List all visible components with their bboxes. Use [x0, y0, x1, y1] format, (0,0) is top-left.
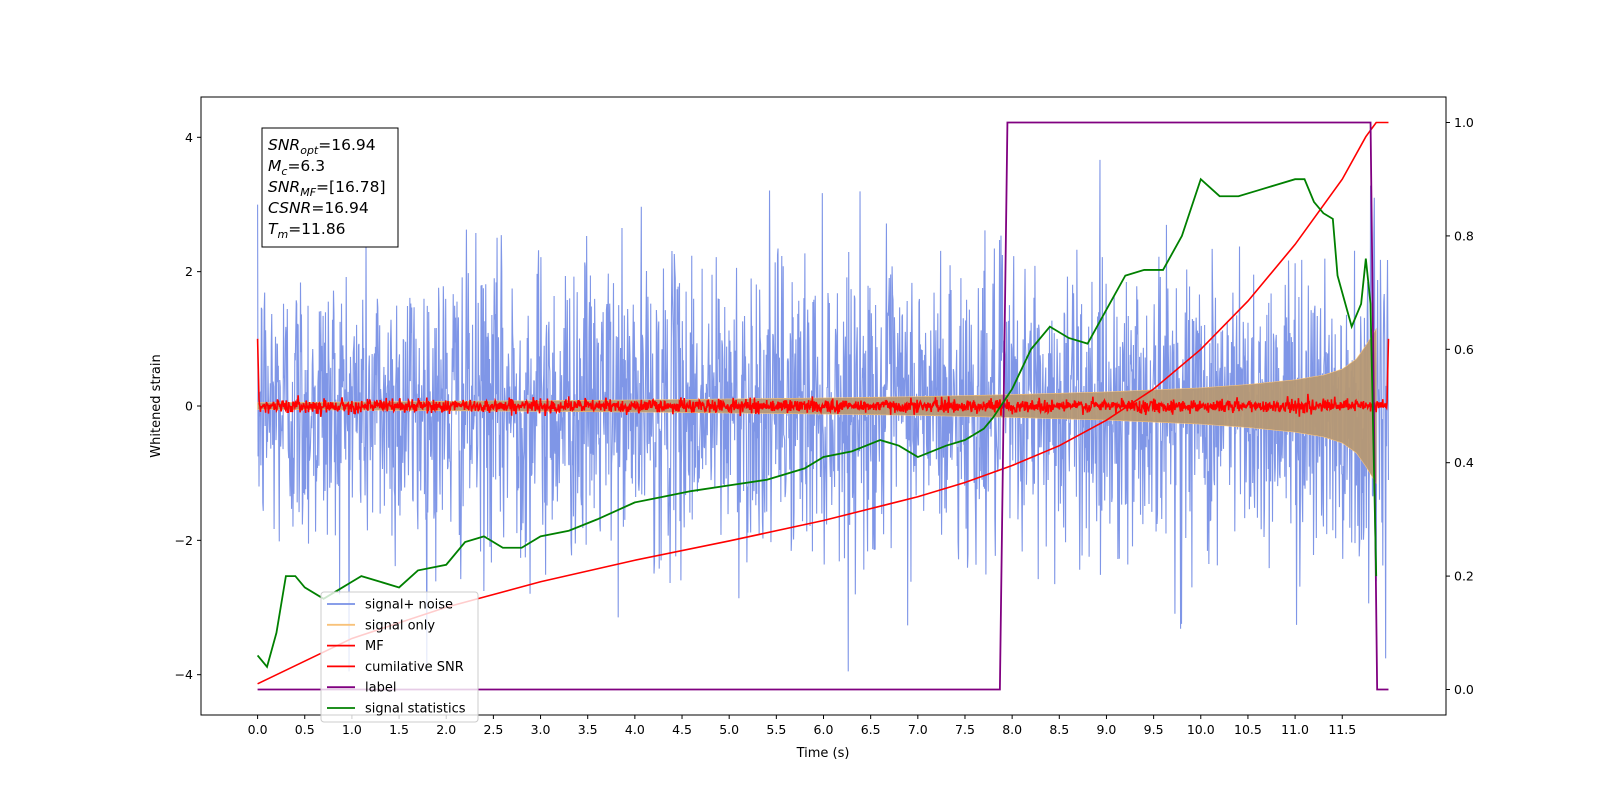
legend-mf: MF — [327, 639, 384, 654]
y2-tick-label: 0.6 — [1454, 342, 1474, 357]
x-tick-label: 9.5 — [1144, 722, 1164, 737]
legend-signal-noise: signal+ noise — [327, 598, 453, 613]
x-tick-label: 5.0 — [719, 722, 739, 737]
legend-signal-only: signal only — [327, 618, 435, 633]
annotation-snr-mf: SNRMF=[16.78] — [268, 178, 386, 199]
y-tick-label: 4 — [185, 130, 193, 145]
x-tick-label: 7.5 — [955, 722, 975, 737]
legend-text: signal only — [365, 618, 435, 633]
y2-tick-label: 1.0 — [1454, 115, 1474, 130]
series-cumulative-snr — [257, 121, 1389, 685]
series-label — [257, 121, 1389, 691]
series-signal-noise — [257, 159, 1390, 672]
x-tick-label: 0.0 — [248, 722, 268, 737]
legend-cumulative-snr: cumilative SNR — [327, 660, 464, 675]
legend-text: MF — [365, 639, 384, 654]
legend: signal+ noise signal only MF cumilative SNR… — [320, 591, 479, 723]
legend-signal-statistics: signal statistics — [327, 702, 466, 717]
x-tick-label: 11.5 — [1328, 722, 1356, 737]
x-tick-label: 10.5 — [1234, 722, 1262, 737]
x-tick-label: 1.5 — [389, 722, 409, 737]
y-axis-label: Whitened strain — [149, 354, 164, 457]
series-mf — [256, 338, 1390, 417]
x-tick-label: 6.0 — [814, 722, 834, 737]
legend-text: signal+ noise — [365, 598, 453, 613]
x-tick-label: 3.5 — [578, 722, 598, 737]
x-axis-label: Time (s) — [796, 746, 850, 761]
y-tick-label: −4 — [175, 667, 193, 682]
x-tick-label: 3.0 — [531, 722, 551, 737]
x-tick-label: 7.0 — [908, 722, 928, 737]
legend-text: label — [365, 681, 396, 696]
x-tick-label: 4.0 — [625, 722, 645, 737]
y2-tick-label: 0.4 — [1454, 455, 1474, 470]
x-tick-label: 10.0 — [1187, 722, 1215, 737]
series-signal-statistics — [256, 177, 1378, 669]
annotation-csnr: CSNR=16.94 — [268, 199, 369, 217]
y-tick-label: 2 — [185, 264, 193, 279]
x-tick-label: 8.5 — [1049, 722, 1069, 737]
y-tick-label: −2 — [175, 533, 193, 548]
legend-label: label — [327, 681, 396, 696]
y2-tick-label: 0.2 — [1454, 569, 1474, 584]
stats-annotation-box: SNRopt=16.94 Mc=6.3 SNRMF=[16.78] CSNR=1… — [261, 127, 399, 248]
y-tick-label: 0 — [185, 399, 193, 414]
x-tick-label: 2.0 — [436, 722, 456, 737]
x-tick-label: 11.0 — [1281, 722, 1309, 737]
annotation-mc: Mc=6.3 — [268, 157, 325, 178]
x-tick-label: 5.5 — [766, 722, 786, 737]
x-tick-label: 0.5 — [295, 722, 315, 737]
legend-text: signal statistics — [365, 702, 466, 717]
y2-tick-label: 0.0 — [1454, 682, 1474, 697]
x-tick-label: 9.0 — [1097, 722, 1117, 737]
x-tick-label: 8.0 — [1002, 722, 1022, 737]
annotation-snr-opt: SNRopt=16.94 — [268, 136, 376, 157]
annotation-tm: Tm=11.86 — [268, 220, 346, 241]
x-tick-label: 2.5 — [483, 722, 503, 737]
y2-tick-label: 0.8 — [1454, 228, 1474, 243]
x-tick-label: 1.0 — [342, 722, 362, 737]
legend-text: cumilative SNR — [365, 660, 464, 675]
x-tick-label: 6.5 — [861, 722, 881, 737]
x-tick-label: 4.5 — [672, 722, 692, 737]
